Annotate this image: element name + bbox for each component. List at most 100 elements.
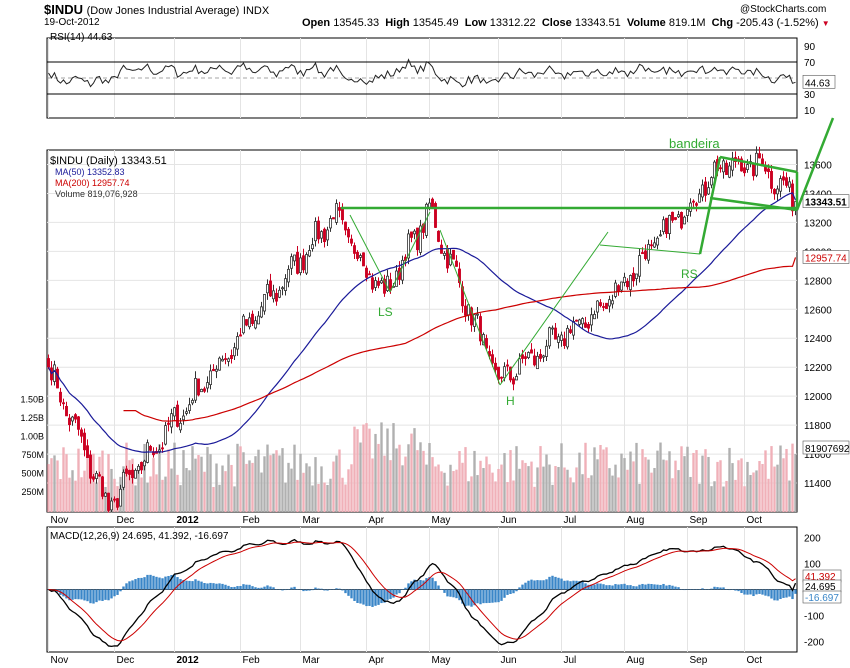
candle-body (149, 445, 152, 451)
x-tick-label: Dec (117, 655, 135, 666)
candle-body (224, 358, 227, 360)
candle-body (770, 171, 773, 189)
candle-body (566, 327, 569, 348)
macd-histogram-bar (284, 589, 287, 591)
candle-body (194, 378, 197, 401)
rsi-y-tick-label: 90 (804, 42, 816, 53)
macd-histogram-bar (254, 587, 257, 590)
volume-tick-label: 750M (21, 450, 44, 460)
volume-bar (140, 477, 143, 512)
breakout-arrow (795, 117, 835, 211)
volume-bar (182, 450, 185, 512)
macd-histogram-bar (617, 584, 620, 590)
volume-bar (461, 462, 464, 512)
volume-bar (503, 453, 506, 512)
volume-bar (704, 449, 707, 512)
volume-bar (161, 479, 164, 512)
macd-histogram-bar (545, 579, 548, 590)
volume-bar (368, 428, 371, 512)
macd-histogram-bar (590, 584, 593, 590)
candle-body (278, 289, 281, 298)
macd-histogram-bar (488, 589, 491, 603)
candle-body (47, 358, 50, 368)
candle-body (671, 211, 674, 221)
macd-histogram-bar (686, 589, 689, 590)
macd-histogram-bar (125, 583, 128, 590)
volume-bar (788, 480, 791, 512)
candle-body (56, 368, 59, 389)
volume-bar (419, 442, 422, 512)
volume-bar (263, 456, 266, 512)
volume-bar (689, 476, 692, 512)
macd-last-box (802, 590, 842, 604)
macd-histogram-bar (641, 583, 644, 590)
candle-body (206, 382, 209, 389)
macd-histogram-bar (566, 580, 569, 590)
symbol-title: $INDU (Dow Jones Industrial Average) IND… (44, 2, 269, 17)
volume-bar (545, 454, 548, 512)
volume-bar (245, 463, 248, 512)
volume-bar (329, 478, 332, 512)
macd-histogram-bar (755, 589, 758, 595)
macd-histogram-bar (635, 586, 638, 590)
volume-bar (80, 477, 83, 512)
macd-histogram-bar (647, 583, 650, 590)
volume-bar (53, 455, 56, 512)
volume-bar (734, 479, 737, 512)
macd-histogram-bar (440, 589, 443, 590)
volume-bar (740, 458, 743, 512)
price-y-tick-label: 11600 (804, 450, 832, 461)
volume-bar (401, 465, 404, 512)
volume-bar (644, 457, 647, 512)
macd-histogram-bar (278, 589, 281, 590)
rsi-y-tick-label: 10 (804, 106, 816, 117)
volume-bar (218, 484, 221, 512)
candle-body (530, 349, 533, 354)
low-label: Low (464, 17, 487, 29)
macd-histogram-bar (221, 583, 224, 590)
volume-bar (338, 449, 341, 512)
volume-bar (134, 485, 137, 512)
candle-body (296, 251, 299, 274)
annotation-h: H (506, 394, 515, 408)
macd-histogram-bar (509, 589, 512, 594)
volume-bar (230, 464, 233, 512)
candle-body (335, 203, 338, 223)
x-tick-label: 2012 (177, 515, 200, 526)
volume-bar (128, 460, 131, 512)
macd-histogram-bar (290, 587, 293, 590)
candle-body (293, 254, 296, 262)
brand-label[interactable]: @StockCharts.com (740, 4, 827, 15)
volume-bar (257, 449, 260, 512)
chg-label: Chg (711, 17, 734, 29)
macd-histogram-bar (554, 576, 557, 590)
macd-histogram-bar (710, 588, 713, 590)
candle-body (458, 268, 461, 284)
x-tick-label: Jun (501, 655, 517, 666)
macd-histogram-bar (323, 589, 326, 591)
candle-body (500, 376, 503, 379)
candle-body (92, 476, 95, 480)
macd-y-tick-label: -200 (804, 638, 824, 649)
volume-bar (779, 445, 782, 512)
volume-bar (536, 467, 539, 512)
volume-bar (662, 459, 665, 512)
volume-bar (677, 470, 680, 512)
volume-bar (215, 463, 218, 512)
volume-bar (356, 429, 359, 512)
macd-histogram-bar (698, 589, 701, 590)
volume-bar (560, 443, 563, 512)
last-price-label-box (802, 194, 850, 208)
candle-body (707, 187, 710, 195)
candle-body (611, 300, 614, 305)
candle-body (719, 167, 722, 170)
price-y-tick-label: 13200 (804, 218, 832, 229)
macd-histogram-bar (263, 586, 266, 590)
volume-bar (524, 462, 527, 512)
candle-body (485, 338, 488, 349)
candle-body (665, 217, 668, 234)
candle-body (476, 313, 479, 316)
volume-bar (416, 450, 419, 512)
x-tick-label: Feb (243, 515, 261, 526)
macd-histogram-bar (113, 589, 116, 597)
